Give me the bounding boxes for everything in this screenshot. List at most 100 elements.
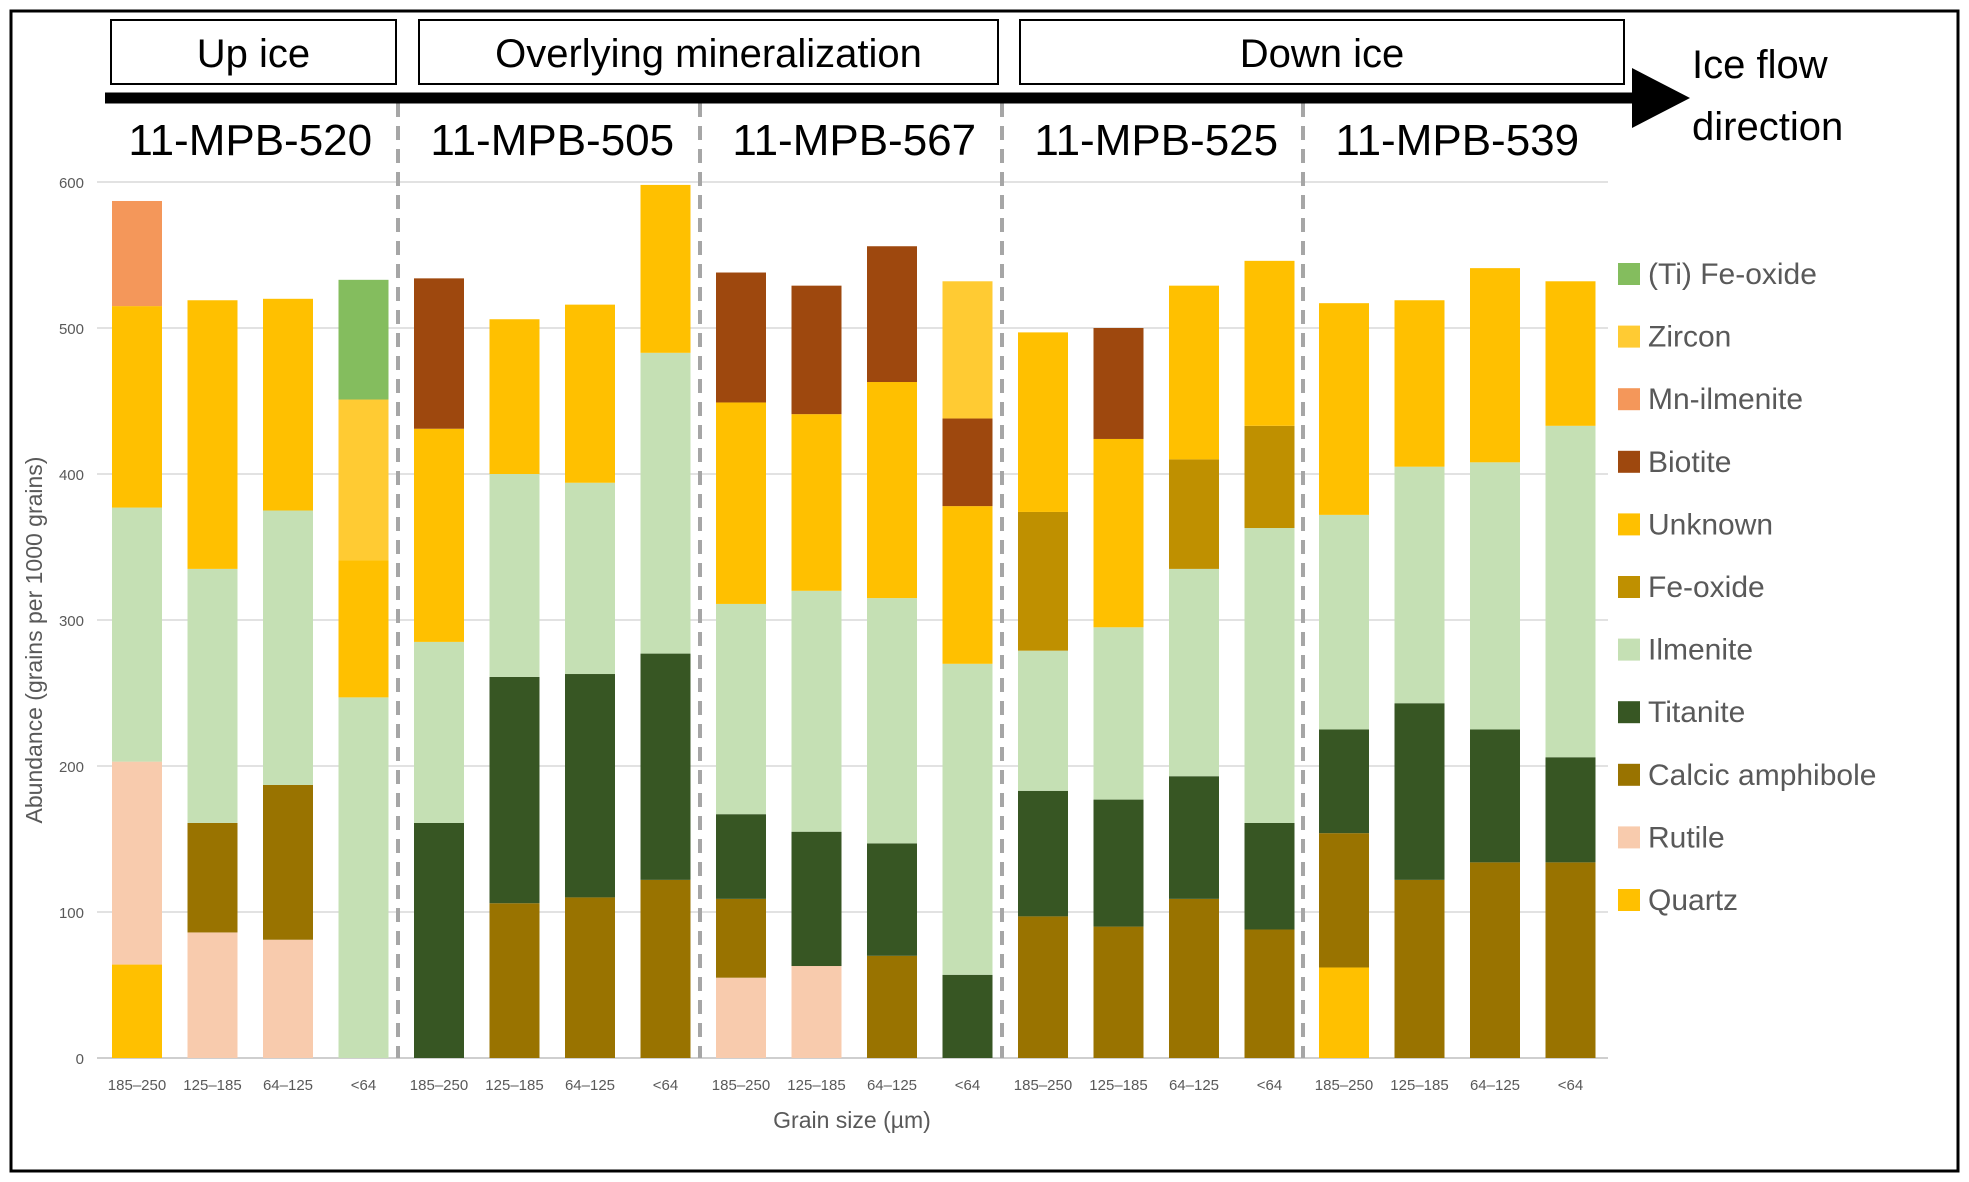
x-tick-label: <64	[1558, 1077, 1583, 1094]
bar-segment-unknown	[489, 319, 540, 474]
y-tick-label: 500	[59, 321, 84, 338]
bar-segment-calcic-amphibole	[1244, 929, 1295, 1058]
bar-segment-unknown	[565, 304, 615, 483]
bar-segment-calcic-amphibole	[1093, 926, 1144, 1058]
sample-label: 11-MPB-520	[128, 116, 372, 165]
bar-segment-ilmenite	[1394, 466, 1445, 704]
bar-segment-calcic-amphibole	[640, 879, 691, 1058]
bar-segment-calcic-amphibole	[716, 898, 766, 978]
bar-segment-ilmenite	[338, 697, 389, 1058]
bar-segment-ilmenite	[1018, 650, 1068, 791]
bar-segment-unknown	[414, 428, 464, 642]
bar-segment-ilmenite	[565, 482, 615, 675]
bar-segment-biotite	[1093, 328, 1144, 439]
bar-segment-ilmenite	[112, 507, 162, 762]
bar-segment-biotite	[791, 285, 842, 415]
bar-segment-fe-oxide	[1169, 459, 1219, 569]
ice-flow-arrow	[105, 68, 1690, 128]
x-tick-label: 64–125	[867, 1077, 917, 1094]
legend-swatch	[1618, 513, 1640, 536]
bar-segment-unknown	[1394, 300, 1445, 467]
bars	[112, 184, 1596, 1058]
region-boxes: Up ice Overlying mineralization Down ice	[110, 19, 1625, 85]
bar-segment-fe-oxide	[1244, 425, 1295, 529]
x-tick-label: <64	[653, 1077, 678, 1094]
bar-segment-unknown	[263, 298, 313, 511]
legend-swatch	[1618, 826, 1640, 849]
bar-segment--ti-fe-oxide	[338, 279, 389, 400]
bar-segment-quartz	[112, 964, 162, 1058]
bar-segment-titanite	[1394, 703, 1445, 880]
x-tick-label: <64	[955, 1077, 980, 1094]
bar-segment-rutile	[112, 761, 162, 965]
arrow-label-line1: Ice flow	[1692, 43, 1828, 87]
y-axis-ticks: 0 100 200 300 400 500 600	[59, 175, 84, 1068]
bar-segment-titanite	[414, 822, 464, 1058]
bar-segment-unknown	[1319, 303, 1369, 515]
legend-swatch	[1618, 889, 1640, 911]
bar-segment-titanite	[640, 653, 691, 880]
bar-segment-ilmenite	[1470, 462, 1520, 730]
region-label: Overlying mineralization	[495, 32, 922, 76]
bar-segment-rutile	[791, 966, 842, 1058]
bar-segment-ilmenite	[867, 598, 917, 844]
bar-segment-titanite	[1018, 790, 1068, 917]
legend-swatch	[1618, 325, 1640, 348]
bar-segment-titanite	[1169, 776, 1219, 899]
legend-label: Unknown	[1648, 508, 1773, 541]
x-tick-label: 64–125	[1470, 1077, 1520, 1094]
x-tick-label: 125–185	[1390, 1077, 1448, 1094]
bar-segment-ilmenite	[187, 568, 238, 823]
bar-segment-unknown	[942, 506, 993, 664]
bar-segment-calcic-amphibole	[565, 897, 615, 1058]
bar-segment-unknown	[187, 300, 238, 569]
x-tick-label: 125–185	[1089, 1077, 1147, 1094]
y-tick-label: 600	[59, 175, 84, 192]
legend-label: Rutile	[1648, 821, 1725, 854]
bar-segment-titanite	[489, 676, 540, 904]
bar-segment-unknown	[1244, 260, 1295, 426]
bar-segment-biotite	[942, 418, 993, 507]
y-axis-label: Abundance (grains per 1000 grains)	[21, 457, 47, 824]
legend-swatch	[1618, 701, 1640, 724]
sample-label: 11-MPB-567	[732, 116, 976, 165]
bar-segment-ilmenite	[640, 352, 691, 654]
ice-flow-arrowhead	[1632, 68, 1690, 128]
bar-segment-ilmenite	[414, 641, 464, 823]
x-tick-label: <64	[351, 1077, 376, 1094]
bar-segment-titanite	[1470, 729, 1520, 863]
legend-label: Quartz	[1648, 884, 1738, 917]
legend-swatch	[1618, 638, 1640, 661]
y-tick-label: 100	[59, 905, 84, 922]
bar-segment-biotite	[867, 246, 917, 383]
bar-segment-calcic-amphibole	[263, 784, 313, 940]
bar-segment-unknown	[867, 382, 917, 599]
legend-label: (Ti) Fe-oxide	[1648, 258, 1817, 291]
bar-segment-titanite	[565, 674, 615, 898]
region-box	[110, 19, 397, 85]
bar-segment-ilmenite	[489, 474, 540, 677]
legend-swatch	[1618, 576, 1640, 598]
bar-segment-titanite	[1244, 822, 1295, 930]
bar-segment-ilmenite	[716, 603, 766, 815]
bar-segment-calcic-amphibole	[1470, 862, 1520, 1058]
bar-segment-titanite	[791, 831, 842, 967]
bar-segment-biotite	[716, 272, 766, 403]
bar-segment-calcic-amphibole	[867, 955, 917, 1058]
bar-segment-unknown	[338, 560, 389, 698]
sample-label: 11-MPB-505	[430, 116, 674, 165]
region-box	[1019, 19, 1625, 85]
region-box	[418, 19, 999, 85]
bar-segment-titanite	[1093, 799, 1144, 927]
legend-swatch	[1618, 450, 1640, 473]
bar-segment-titanite	[942, 974, 993, 1058]
bar-segment-calcic-amphibole	[1169, 898, 1219, 1058]
bar-segment-calcic-amphibole	[1319, 833, 1369, 968]
legend-label: Titanite	[1648, 696, 1745, 729]
bar-segment-unknown	[1018, 332, 1068, 512]
bar-segment-calcic-amphibole	[1018, 916, 1068, 1058]
bar-segment-unknown	[1470, 268, 1520, 463]
sample-label: 11-MPB-525	[1034, 116, 1278, 165]
sample-label: 11-MPB-539	[1335, 116, 1579, 165]
legend-label: Biotite	[1648, 446, 1731, 479]
